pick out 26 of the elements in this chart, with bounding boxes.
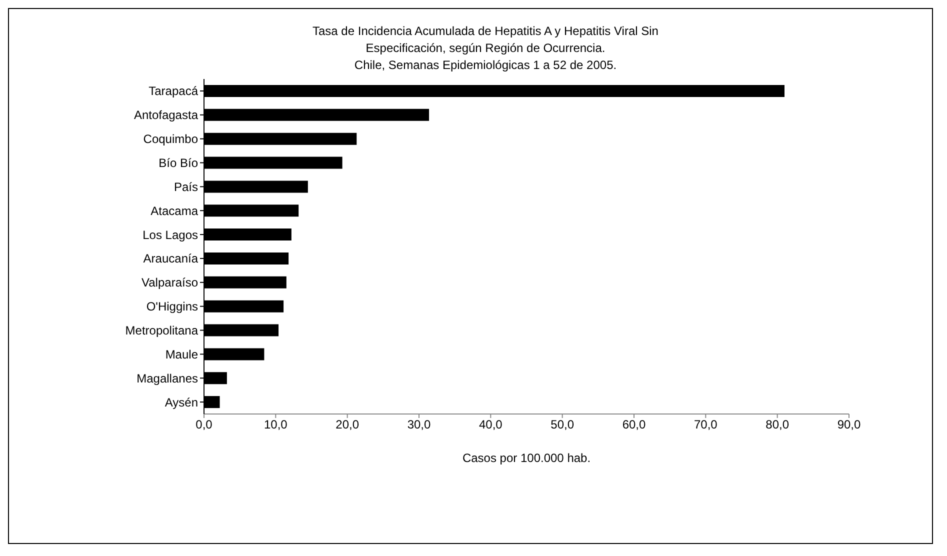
y-tick-label: Metropolitana bbox=[125, 324, 198, 338]
chart-title: Tasa de Incidencia Acumulada de Hepatitis A y Hepatitis Viral Sin Especificación, según Región de Ocurrencia. Chile, Semanas Epidemiológicas 1 a 52 de 2005. bbox=[312, 23, 660, 74]
x-tick-label: 60,0 bbox=[622, 418, 646, 432]
y-tick-label: Tarapacá bbox=[148, 84, 198, 98]
y-tick-label: Aysén bbox=[164, 395, 198, 410]
x-tick-label: 10,0 bbox=[264, 418, 288, 432]
y-tick-label: Araucanía bbox=[143, 252, 198, 266]
y-tick-label: Maule bbox=[165, 347, 198, 362]
y-tick-label: Valparaíso bbox=[142, 276, 198, 290]
x-tick-label: 90,0 bbox=[837, 418, 861, 432]
x-tick-label: 30,0 bbox=[407, 418, 431, 432]
y-tick-label: Bío Bío bbox=[158, 156, 198, 170]
x-tick-label: 50,0 bbox=[550, 418, 574, 432]
x-tick-label: 70,0 bbox=[694, 418, 718, 432]
x-tick-label: 20,0 bbox=[336, 418, 360, 432]
y-tick-label: Los Lagos bbox=[142, 228, 198, 242]
y-tick-label: Atacama bbox=[150, 204, 198, 218]
y-tick-label: País bbox=[174, 180, 198, 194]
y-tick-label: Coquimbo bbox=[143, 132, 198, 146]
y-tick-label: O'Higgins bbox=[146, 300, 198, 314]
x-tick-label: 0,0 bbox=[196, 418, 213, 432]
y-tick-label: Antofagasta bbox=[134, 108, 198, 122]
x-axis-title: Casos por 100.000 hab. bbox=[462, 451, 591, 465]
y-tick-label: Magallanes bbox=[136, 371, 198, 386]
x-tick-label: 40,0 bbox=[478, 418, 503, 432]
x-tick-label: 80,0 bbox=[766, 418, 790, 432]
